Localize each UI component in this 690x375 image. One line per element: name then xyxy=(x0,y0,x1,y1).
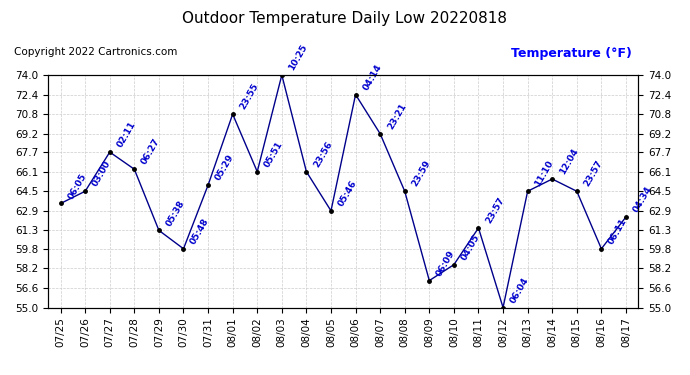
Text: 06:27: 06:27 xyxy=(140,137,162,166)
Text: 06:11: 06:11 xyxy=(607,217,629,246)
Text: 23:57: 23:57 xyxy=(484,196,506,225)
Text: 04:14: 04:14 xyxy=(361,62,383,92)
Text: 05:29: 05:29 xyxy=(214,153,236,182)
Text: 05:38: 05:38 xyxy=(164,198,186,228)
Text: 05:48: 05:48 xyxy=(189,217,211,246)
Text: Copyright 2022 Cartronics.com: Copyright 2022 Cartronics.com xyxy=(14,47,177,57)
Text: 12:04: 12:04 xyxy=(558,147,580,176)
Text: 06:05: 06:05 xyxy=(66,172,88,201)
Text: 23:57: 23:57 xyxy=(582,159,604,189)
Text: 23:55: 23:55 xyxy=(238,82,260,111)
Text: 03:00: 03:00 xyxy=(90,159,112,189)
Text: 02:11: 02:11 xyxy=(115,120,137,149)
Text: 23:21: 23:21 xyxy=(386,102,408,131)
Text: 04:34: 04:34 xyxy=(631,185,653,214)
Text: Temperature (°F): Temperature (°F) xyxy=(511,47,631,60)
Text: 05:46: 05:46 xyxy=(337,179,359,208)
Text: 06:04: 06:04 xyxy=(509,276,531,305)
Text: 06:09: 06:09 xyxy=(435,249,457,278)
Text: 23:59: 23:59 xyxy=(411,159,433,189)
Text: 04:05: 04:05 xyxy=(460,233,482,262)
Text: Outdoor Temperature Daily Low 20220818: Outdoor Temperature Daily Low 20220818 xyxy=(182,11,508,26)
Text: 23:56: 23:56 xyxy=(312,140,334,169)
Text: 10:25: 10:25 xyxy=(287,43,309,72)
Text: 05:51: 05:51 xyxy=(263,140,285,169)
Text: 11:10: 11:10 xyxy=(533,159,555,189)
